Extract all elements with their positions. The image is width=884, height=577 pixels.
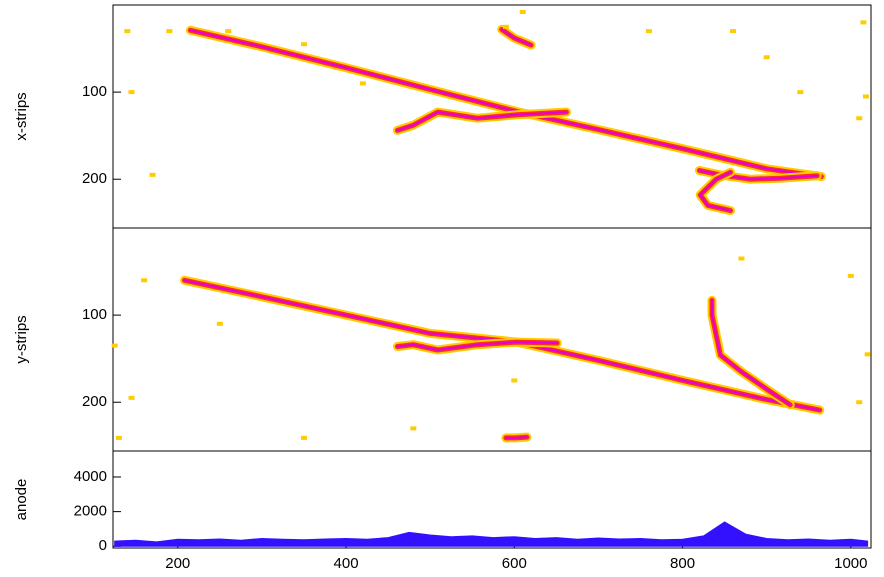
hit: [519, 9, 526, 14]
x-tick-label: 600: [502, 555, 527, 572]
hit: [763, 55, 770, 60]
hit: [797, 90, 804, 95]
y-tick-label: 100: [82, 83, 107, 100]
y-axis-label: x-strips: [13, 92, 30, 140]
y-axis-label: anode: [13, 479, 30, 521]
y-tick-label: 200: [82, 170, 107, 187]
hit: [502, 24, 509, 29]
hit: [216, 321, 223, 326]
y-axis-label: y-strips: [13, 315, 30, 363]
y-tick-label: 2000: [74, 503, 107, 520]
y-tick-label: 100: [82, 306, 107, 323]
hit: [511, 378, 518, 383]
hit: [128, 395, 135, 400]
hit: [128, 90, 135, 95]
y-tick-label: 200: [82, 393, 107, 410]
hit: [847, 273, 854, 278]
hit: [645, 29, 652, 34]
track: [504, 436, 528, 439]
hit: [864, 352, 871, 357]
x-tick-label: 200: [165, 555, 190, 572]
hit: [115, 435, 122, 440]
hit: [359, 81, 366, 86]
hit: [300, 42, 307, 47]
hit: [225, 29, 232, 34]
hit: [730, 29, 737, 34]
hit: [738, 256, 745, 261]
track: [396, 341, 559, 351]
hit: [856, 116, 863, 121]
hit: [149, 172, 156, 177]
track: [699, 171, 732, 212]
track: [500, 28, 533, 47]
hit: [111, 343, 118, 348]
panel-frame: [112, 450, 872, 549]
x-tick-label: 800: [670, 555, 695, 572]
y-tick-label: 0: [99, 537, 107, 554]
hit: [860, 20, 867, 25]
hit: [166, 29, 173, 34]
track: [698, 169, 819, 181]
hit: [856, 400, 863, 405]
anode-signal: [114, 521, 869, 547]
hit: [410, 426, 417, 431]
hit: [124, 29, 131, 34]
track: [711, 299, 792, 406]
hit: [862, 94, 869, 99]
hit: [141, 278, 148, 283]
hit: [300, 435, 307, 440]
x-tick-label: 1000: [834, 555, 867, 572]
x-tick-label: 400: [334, 555, 359, 572]
y-tick-label: 4000: [74, 468, 107, 485]
track: [396, 111, 568, 132]
